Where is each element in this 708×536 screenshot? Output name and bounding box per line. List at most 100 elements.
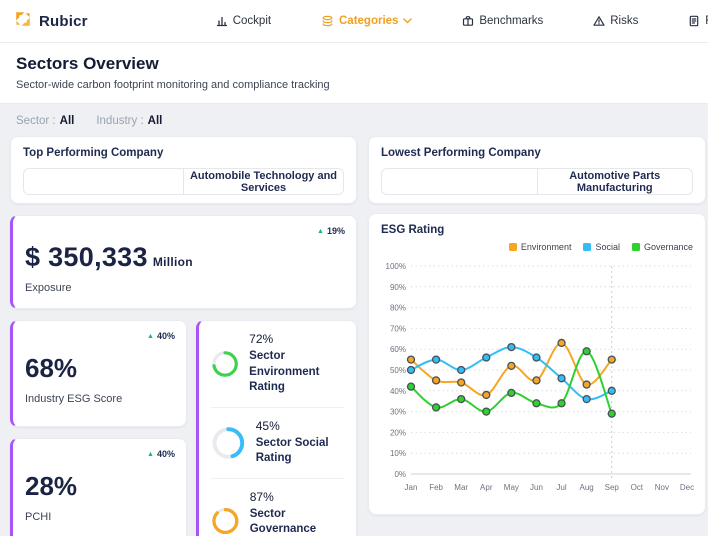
- nav-item-label: Cockpit: [232, 15, 272, 27]
- change-badge: ▲ 40%: [147, 449, 175, 459]
- filter-label: Sector :: [16, 115, 56, 127]
- esg-line-chart[interactable]: 0% 10% 20% 30% 40% 50% 60% 70% 80% 90% 100% Jan Feb M…: [381, 252, 695, 504]
- svg-text:Apr: Apr: [480, 483, 493, 492]
- legend-swatch: [583, 243, 592, 251]
- change-badge: ▲ 19%: [317, 226, 345, 236]
- page-subtitle: Sector-wide carbon footprint monitoring …: [16, 79, 330, 91]
- triangle-up-icon: ▲: [147, 450, 154, 458]
- svg-text:90%: 90%: [390, 283, 406, 292]
- nav-items: Cockpit Categories: [216, 15, 708, 28]
- filter-value: All: [59, 115, 75, 127]
- esg-rating-chart-card: ESG Rating Environment Social Governance 0…: [368, 213, 706, 515]
- company-cell-value[interactable]: Automobile Technology and Services: [183, 169, 343, 194]
- svg-text:10%: 10%: [390, 449, 406, 458]
- top-nav: Rubicr Cockpit Categories: [0, 0, 708, 43]
- svg-text:30%: 30%: [390, 408, 406, 417]
- filter-label: Industry :: [96, 115, 144, 127]
- chart-legend: Environment Social Governance: [381, 242, 693, 252]
- filter-industry[interactable]: Industry : All: [96, 115, 162, 127]
- triangle-up-icon: ▲: [317, 227, 324, 235]
- nav-item-benchmarks[interactable]: Benchmarks: [462, 15, 543, 27]
- social-donut: [212, 426, 245, 459]
- company-cell-empty: [24, 169, 183, 194]
- triangle-up-icon: ▲: [147, 332, 154, 340]
- pchi-card: ▲ 40% 28% PCHI: [10, 438, 187, 536]
- legend-label: Governance: [643, 242, 693, 252]
- card-title: Top Performing Company: [23, 147, 164, 159]
- governance-rating-row: 87% Sector Governance Rating: [211, 477, 344, 536]
- svg-text:70%: 70%: [390, 324, 406, 333]
- nav-item-label: Benchmarks: [479, 15, 544, 27]
- rating-label: Sector Governance Rating: [249, 507, 317, 536]
- filter-bar: Sector : All Industry : All: [0, 104, 708, 136]
- svg-text:Sep: Sep: [605, 483, 620, 492]
- exposure-amount: $ 350,333: [25, 242, 148, 272]
- svg-text:40%: 40%: [390, 387, 406, 396]
- brand-name: Rubicr: [39, 12, 88, 30]
- main-content: Top Performing Company Automobile Techno…: [0, 136, 708, 536]
- top-performing-card: Top Performing Company Automobile Techno…: [10, 136, 357, 204]
- nav-item-reports[interactable]: Re: [688, 15, 708, 27]
- svg-text:100%: 100%: [386, 262, 406, 271]
- page-title: Sectors Overview: [16, 54, 159, 73]
- legend-item-social[interactable]: Social: [583, 242, 620, 252]
- rating-pct: 87%: [249, 489, 274, 504]
- sector-ratings-card: 72% Sector Environment Rating 45% Sector…: [196, 320, 357, 536]
- company-name: Automotive Parts Manufacturing: [569, 169, 661, 194]
- esg-score-card: ▲ 40% 68% Industry ESG Score: [10, 320, 187, 427]
- legend-item-environment[interactable]: Environment: [508, 242, 572, 252]
- environment-rating-row: 72% Sector Environment Rating: [211, 321, 344, 407]
- legend-item-governance[interactable]: Governance: [631, 242, 693, 252]
- rating-label: Sector Environment Rating: [249, 350, 320, 394]
- exposure-label: Exposure: [25, 282, 72, 294]
- brand[interactable]: Rubicr: [14, 10, 88, 33]
- legend-swatch: [508, 243, 517, 251]
- nav-item-categories[interactable]: Categories: [321, 15, 413, 28]
- social-rating-row: 45% Sector Social Rating: [211, 406, 344, 478]
- change-badge: ▲ 40%: [147, 331, 175, 341]
- legend-label: Environment: [520, 242, 572, 252]
- bar-chart-icon: [216, 15, 228, 27]
- rating-pct: 45%: [255, 418, 280, 433]
- exposure-card: ▲ 19% $ 350,333 Million Exposure: [10, 215, 357, 309]
- company-cell-value[interactable]: Automotive Parts Manufacturing: [536, 169, 693, 194]
- svg-text:Jan: Jan: [405, 483, 418, 492]
- change-value: 19%: [326, 226, 345, 236]
- environment-donut: [212, 350, 238, 377]
- nav-item-cockpit[interactable]: Cockpit: [216, 15, 271, 27]
- filter-value: All: [147, 115, 163, 127]
- svg-text:50%: 50%: [390, 366, 406, 375]
- briefcase-icon: [462, 15, 474, 27]
- rating-label: Sector Social Rating: [255, 436, 329, 465]
- nav-item-risks[interactable]: Risks: [593, 15, 638, 27]
- exposure-unit: Million: [152, 255, 193, 269]
- svg-text:60%: 60%: [390, 345, 406, 354]
- pchi-label: PCHI: [25, 511, 52, 523]
- change-value: 40%: [156, 449, 175, 459]
- lowest-performing-card: Lowest Performing Company Automotive Par…: [368, 136, 706, 204]
- card-title: Lowest Performing Company: [381, 147, 541, 159]
- svg-text:20%: 20%: [390, 428, 406, 437]
- svg-text:Nov: Nov: [655, 483, 669, 492]
- svg-text:Oct: Oct: [631, 483, 644, 492]
- chevron-down-icon: [403, 18, 413, 24]
- svg-text:Jun: Jun: [530, 483, 543, 492]
- change-value: 40%: [156, 331, 175, 341]
- chart-title: ESG Rating: [381, 224, 445, 236]
- esg-score-value: 68%: [25, 353, 78, 383]
- warning-icon: [593, 15, 605, 27]
- company-box: Automotive Parts Manufacturing: [381, 168, 693, 195]
- svg-text:Feb: Feb: [429, 483, 443, 492]
- company-name: Automobile Technology and Services: [189, 169, 338, 194]
- svg-text:Jul: Jul: [556, 483, 566, 492]
- nav-item-label: Categories: [339, 15, 399, 27]
- rating-pct: 72%: [249, 332, 274, 346]
- company-cell-empty: [382, 169, 537, 194]
- legend-swatch: [631, 243, 640, 251]
- svg-text:May: May: [504, 483, 519, 492]
- svg-text:80%: 80%: [390, 304, 406, 313]
- governance-donut: [212, 508, 239, 535]
- esg-score-label: Industry ESG Score: [25, 393, 123, 405]
- filter-sector[interactable]: Sector : All: [16, 115, 74, 127]
- rubicr-logo-icon: [14, 10, 32, 33]
